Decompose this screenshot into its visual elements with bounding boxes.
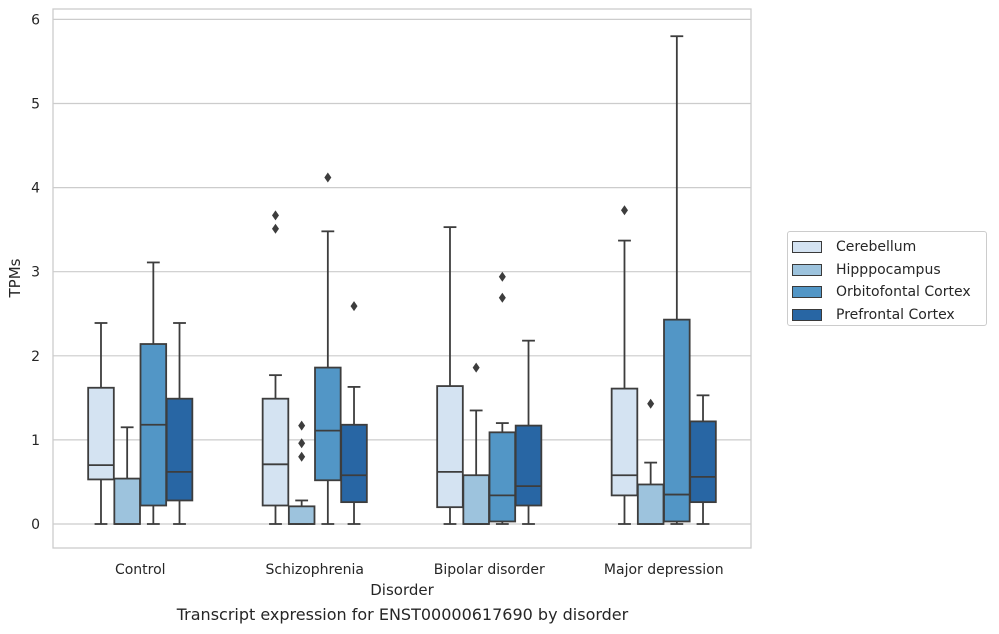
x-tick-label: Major depression: [604, 562, 724, 578]
box-plot: [287, 420, 316, 525]
box: [462, 474, 490, 525]
y-tick-label: 2: [31, 349, 40, 365]
box: [488, 431, 517, 523]
legend-swatch: [792, 263, 822, 276]
y-axis-label: TPMs: [6, 258, 24, 298]
legend-label: Prefrontal Cortex: [836, 306, 955, 323]
outlier-point: [298, 451, 306, 462]
outlier-point: [498, 292, 506, 303]
legend-label: Hipppocampus: [836, 261, 941, 278]
x-tick-label: Schizophrenia: [266, 562, 364, 578]
box: [436, 385, 464, 509]
box-plot: [340, 301, 368, 525]
box: [87, 386, 115, 481]
outlier-point: [472, 362, 480, 373]
outlier-point: [271, 223, 279, 234]
box-plot: [139, 261, 168, 525]
legend: Cerebellum Hipppocampus Orbitofontal Corte…: [787, 231, 987, 326]
outlier-point: [271, 210, 279, 221]
y-tick-label: 1: [31, 433, 40, 449]
outlier-point: [498, 271, 506, 282]
x-axis-label: Disorder: [370, 581, 434, 599]
box: [514, 424, 543, 507]
box-plot: [689, 394, 717, 525]
box: [636, 483, 665, 525]
box: [287, 505, 316, 525]
y-tick-label: 6: [31, 12, 40, 28]
box-series: [87, 35, 717, 525]
y-tick-label: 0: [31, 517, 40, 533]
x-tick-label: Bipolar disorder: [434, 562, 545, 578]
box: [340, 423, 368, 504]
outlier-point: [350, 301, 358, 312]
box-plot: [113, 426, 141, 525]
box-plot: [87, 322, 115, 525]
legend-swatch: [792, 286, 822, 299]
legend-item: Prefrontal Cortex: [792, 304, 986, 327]
legend-item: Hipppocampus: [792, 259, 986, 282]
box-plot: [663, 35, 691, 525]
box: [610, 387, 639, 497]
y-tick-label: 5: [31, 97, 40, 113]
legend-item: Cerebellum: [792, 236, 986, 259]
box-plot: [261, 210, 290, 525]
box-plot: [514, 339, 543, 525]
box-plot: [610, 205, 639, 525]
outlier-point: [324, 172, 332, 183]
box-plot: [165, 322, 194, 525]
x-tick-label: Control: [115, 562, 166, 578]
outlier-point: [647, 398, 655, 409]
y-tick-label: 3: [31, 265, 40, 281]
x-tick-labels: Control Schizophrenia Bipolar disorder Majo…: [115, 562, 724, 578]
legend-swatch: [792, 308, 822, 321]
outlier-point: [298, 420, 306, 431]
outlier-point: [298, 438, 306, 449]
y-tick-labels: 0 1 2 3 4 5 6: [31, 12, 40, 533]
box: [261, 397, 290, 507]
box: [689, 420, 717, 504]
outlier-point: [620, 205, 628, 216]
box-plot: [488, 271, 517, 525]
box: [663, 318, 691, 523]
chart-caption: Transcript expression for ENST0000061769…: [176, 605, 629, 624]
legend-label: Cerebellum: [836, 239, 917, 256]
box: [113, 477, 141, 525]
legend-swatch: [792, 241, 822, 254]
y-tick-label: 4: [31, 181, 40, 197]
box: [165, 397, 194, 502]
box-plot: [314, 172, 342, 525]
box: [314, 366, 342, 482]
box-plot: [436, 226, 464, 525]
box-plot: [636, 398, 665, 525]
legend-label: Orbitofontal Cortex: [836, 284, 971, 301]
legend-item: Orbitofontal Cortex: [792, 281, 986, 304]
box-plot: [462, 362, 490, 525]
